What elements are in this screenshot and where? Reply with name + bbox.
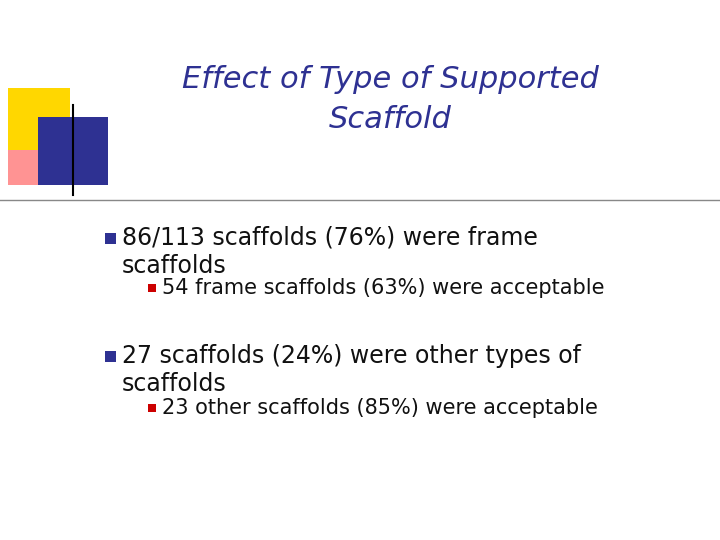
FancyBboxPatch shape — [8, 130, 56, 185]
Text: Effect of Type of Supported: Effect of Type of Supported — [181, 65, 598, 94]
Text: 27 scaffolds (24%) were other types of: 27 scaffolds (24%) were other types of — [122, 344, 581, 368]
Text: scaffolds: scaffolds — [122, 372, 227, 396]
Bar — [105, 351, 116, 362]
Text: Scaffold: Scaffold — [328, 105, 451, 134]
Text: 86/113 scaffolds (76%) were frame: 86/113 scaffolds (76%) were frame — [122, 226, 538, 250]
Bar — [148, 404, 156, 412]
FancyBboxPatch shape — [8, 88, 70, 150]
Text: scaffolds: scaffolds — [122, 254, 227, 278]
Bar — [148, 284, 156, 292]
Text: 23 other scaffolds (85%) were acceptable: 23 other scaffolds (85%) were acceptable — [162, 398, 598, 418]
Text: 54 frame scaffolds (63%) were acceptable: 54 frame scaffolds (63%) were acceptable — [162, 278, 605, 298]
FancyBboxPatch shape — [38, 117, 108, 185]
Bar — [105, 233, 116, 244]
